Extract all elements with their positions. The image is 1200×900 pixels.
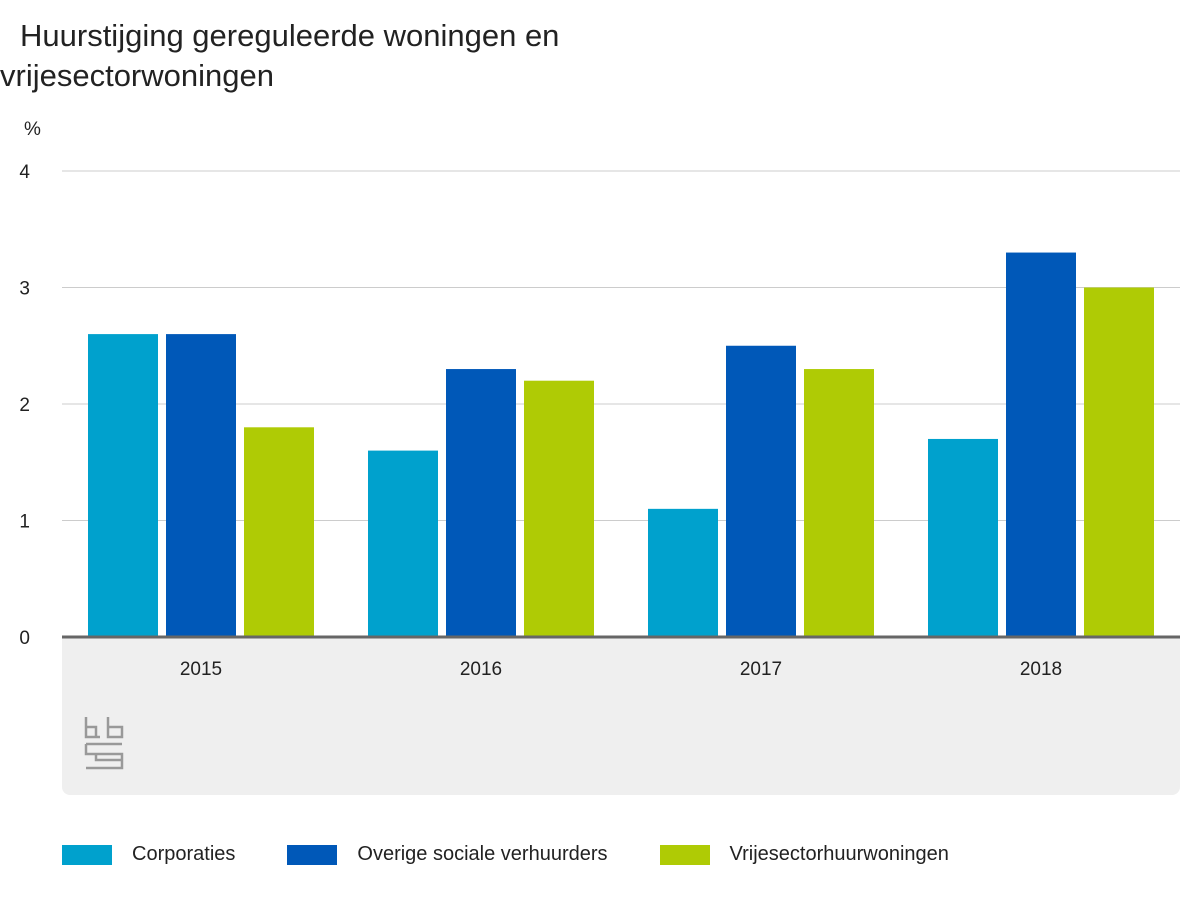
y-tick-label: 4	[19, 162, 30, 183]
legend: Corporaties Overige sociale verhuurders Vr…	[62, 843, 1001, 866]
legend-item: Overige sociale verhuurders	[287, 843, 608, 866]
bar-2018-1	[1006, 252, 1076, 638]
legend-item: Vrijesectorhuurwoningen	[659, 843, 949, 866]
x-tick-label: 2017	[740, 659, 782, 680]
legend-label: Vrijesectorhuurwoningen	[729, 843, 949, 865]
bar-2016-1	[446, 369, 516, 637]
bar-2015-2	[244, 427, 314, 637]
bar-2017-0	[648, 508, 718, 637]
bar-2017-2	[804, 369, 874, 637]
legend-label: Corporaties	[132, 843, 236, 865]
legend-swatch	[659, 844, 710, 865]
y-axis-label: %	[24, 119, 41, 140]
x-tick-label: 2015	[180, 659, 222, 680]
y-tick-label: 3	[19, 279, 30, 300]
legend-item: Corporaties	[62, 843, 235, 866]
bar-2015-1	[166, 334, 236, 637]
x-axis-panel	[62, 638, 1180, 795]
y-tick-label: 2	[19, 395, 30, 416]
legend-label: Overige sociale verhuurders	[357, 843, 608, 865]
bar-2017-1	[726, 345, 796, 637]
x-tick-label: 2016	[460, 659, 502, 680]
legend-swatch	[287, 844, 338, 865]
bar-2016-0	[368, 450, 438, 637]
bar-2018-0	[928, 438, 998, 637]
cbs-logo	[84, 717, 124, 770]
legend-swatch	[62, 844, 112, 865]
y-tick-label: 1	[19, 512, 30, 533]
x-tick-label: 2018	[1020, 659, 1062, 680]
bar-2015-0	[88, 334, 158, 637]
bar-2018-2	[1084, 287, 1154, 637]
y-tick-label: 0	[19, 628, 30, 649]
bar-2016-2	[524, 380, 594, 637]
bar-chart: % 0 1 2 3 4 2015 2016 2017 2018	[19, 119, 1180, 795]
chart-title: Huurstijging gereguleerde woningen en vr…	[0, 18, 560, 93]
